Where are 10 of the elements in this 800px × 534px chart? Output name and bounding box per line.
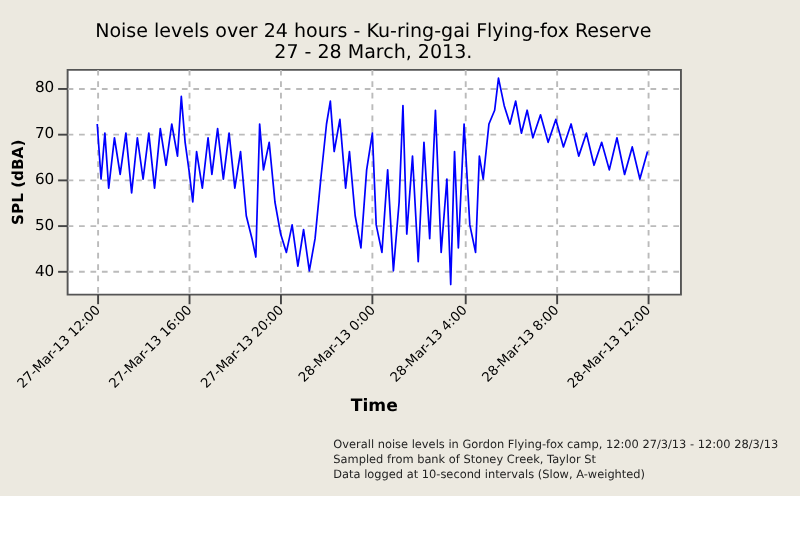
chart-subtitle: 27 - 28 March, 2013. — [274, 41, 473, 64]
x-axis-title: Time — [350, 397, 399, 418]
line-series — [96, 77, 649, 286]
y-tick-label: 40 — [34, 261, 55, 280]
y-tick-label: 80 — [34, 78, 55, 97]
y-axis-title: SPL (dBA) — [9, 139, 28, 225]
y-tick-label: 50 — [34, 215, 55, 234]
y-tick-label: 70 — [34, 123, 55, 142]
chart-title: Noise levels over 24 hours - Ku-ring-gai Flying-fox Reserve — [95, 20, 652, 43]
y-tick-label: 60 — [34, 169, 55, 188]
